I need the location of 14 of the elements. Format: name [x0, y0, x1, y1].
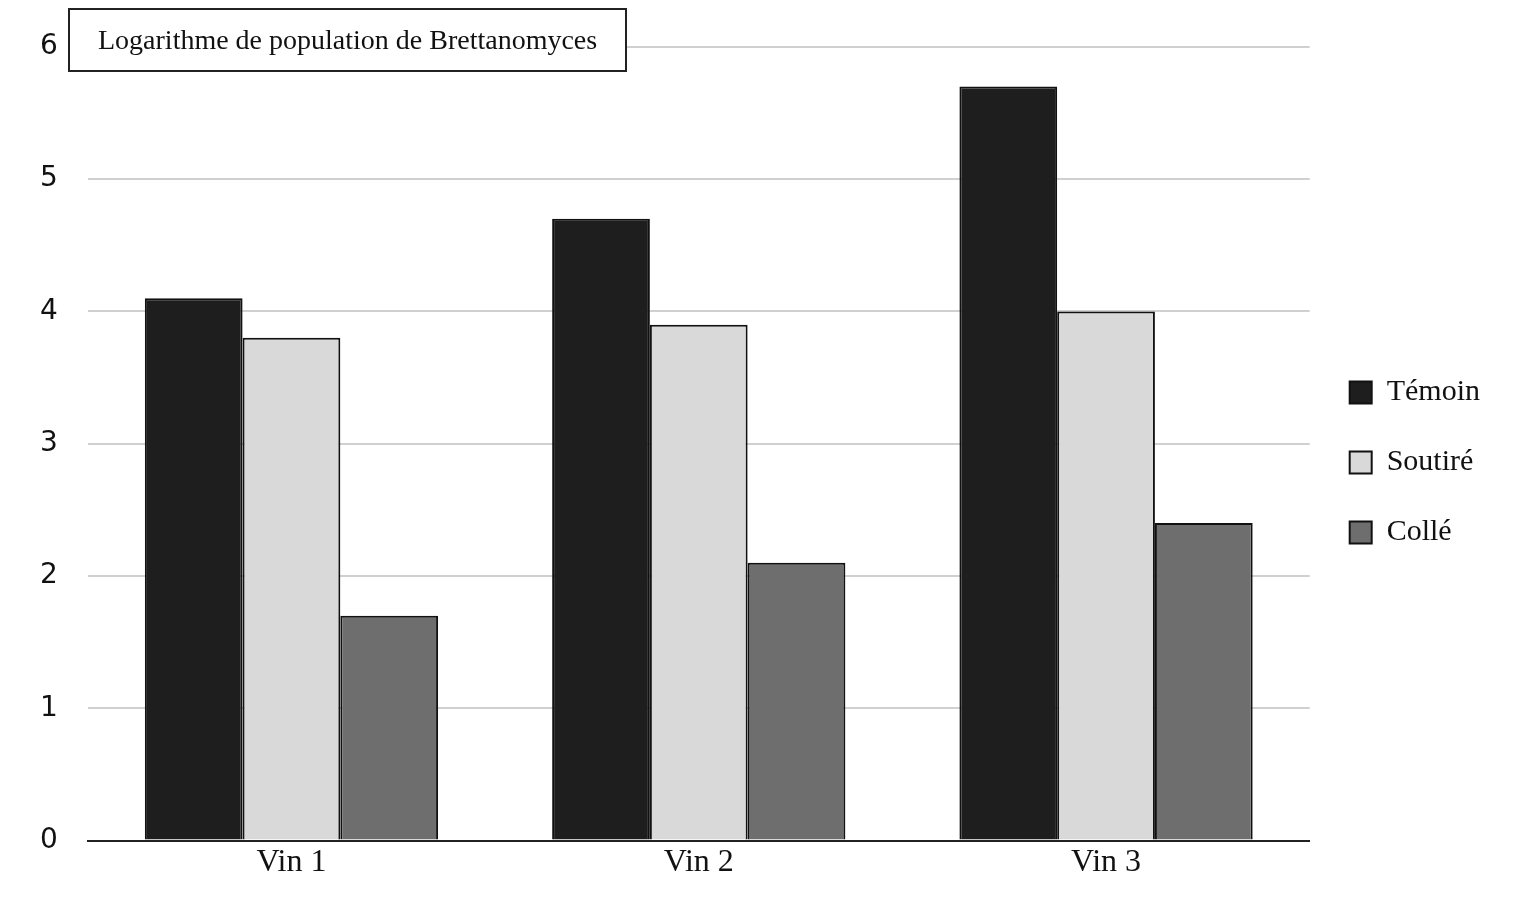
y-tick-label: 2: [39, 557, 58, 591]
y-tick-label: 6: [39, 28, 58, 62]
y-tick-label: 3: [39, 424, 58, 458]
legend-label: Soutiré: [1386, 443, 1474, 477]
y-tick-label: 1: [39, 689, 58, 723]
y-tick-label: 5: [39, 160, 58, 194]
legend-label: Collé: [1386, 513, 1452, 547]
x-tick-label: Vin 3: [1071, 842, 1142, 879]
x-tick-label: Vin 2: [663, 842, 734, 879]
y-tick-label: 4: [39, 292, 58, 326]
legend-label: Témoin: [1386, 373, 1480, 407]
x-tick-label: Vin 1: [256, 842, 327, 879]
y-tick-label: 0: [39, 821, 58, 855]
chart-title: Logarithme de population de Brettanomyces: [68, 8, 628, 72]
